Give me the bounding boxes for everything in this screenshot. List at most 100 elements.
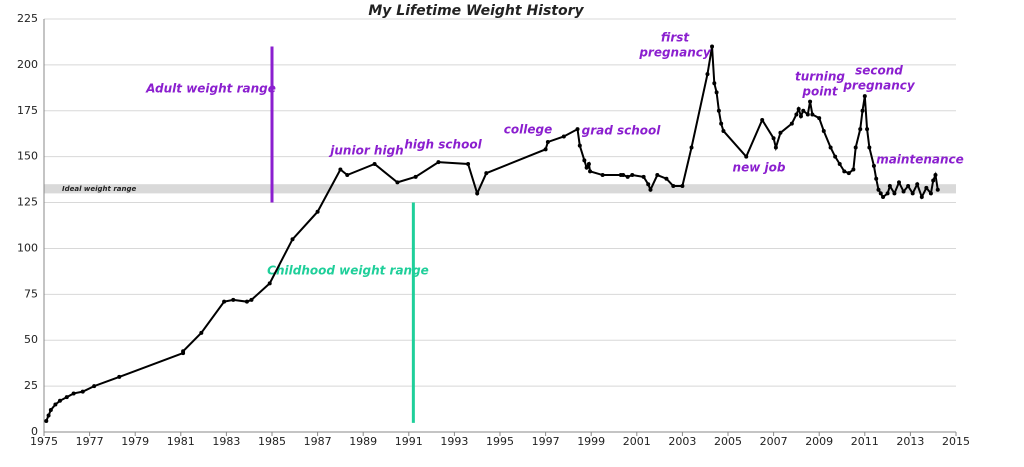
point bbox=[545, 139, 550, 144]
point bbox=[906, 184, 911, 189]
range-label: Childhood weight range bbox=[267, 264, 429, 278]
x-tick-label: 2009 bbox=[805, 435, 833, 448]
point bbox=[413, 174, 418, 179]
point bbox=[625, 174, 630, 179]
point bbox=[712, 81, 717, 86]
point bbox=[53, 402, 58, 407]
point bbox=[621, 173, 626, 178]
point bbox=[885, 191, 890, 196]
point bbox=[586, 162, 591, 167]
point bbox=[600, 173, 605, 178]
point bbox=[760, 117, 765, 122]
point bbox=[466, 162, 471, 167]
annotation: point bbox=[801, 85, 838, 99]
point bbox=[244, 299, 249, 304]
point bbox=[842, 169, 847, 174]
x-tick-label: 1989 bbox=[349, 435, 377, 448]
point bbox=[721, 128, 726, 133]
point bbox=[915, 182, 920, 187]
point bbox=[689, 145, 694, 150]
point bbox=[267, 281, 272, 286]
point bbox=[714, 90, 719, 95]
point bbox=[801, 108, 806, 113]
y-tick-label: 225 bbox=[17, 12, 38, 25]
point bbox=[71, 391, 76, 396]
x-tick-label: 1979 bbox=[121, 435, 149, 448]
point bbox=[881, 195, 886, 200]
y-tick-label: 200 bbox=[17, 58, 38, 71]
chart-title: My Lifetime Weight History bbox=[368, 3, 584, 19]
annotation: grad school bbox=[582, 124, 662, 138]
x-tick-label: 2011 bbox=[851, 435, 879, 448]
point bbox=[710, 44, 715, 49]
point bbox=[475, 191, 480, 196]
annotation: college bbox=[504, 123, 552, 137]
point bbox=[577, 143, 582, 148]
annotation: maintenance bbox=[876, 153, 964, 167]
point bbox=[584, 165, 589, 170]
point bbox=[671, 184, 676, 189]
point bbox=[543, 147, 548, 152]
x-tick-label: 1987 bbox=[304, 435, 332, 448]
x-tick-label: 2015 bbox=[942, 435, 970, 448]
point bbox=[716, 108, 721, 113]
point bbox=[789, 121, 794, 126]
point bbox=[867, 145, 872, 150]
point bbox=[919, 195, 924, 200]
point bbox=[117, 374, 122, 379]
point bbox=[64, 395, 69, 400]
x-tick-label: 1997 bbox=[532, 435, 560, 448]
point bbox=[641, 174, 646, 179]
point bbox=[315, 209, 320, 214]
point bbox=[860, 108, 865, 113]
point bbox=[862, 94, 867, 99]
y-tick-label: 50 bbox=[24, 333, 38, 346]
point bbox=[680, 184, 685, 189]
point bbox=[92, 384, 97, 389]
point bbox=[833, 154, 838, 159]
point bbox=[817, 116, 822, 121]
point bbox=[897, 180, 901, 185]
point bbox=[935, 187, 940, 192]
annotation: second bbox=[855, 64, 903, 78]
point bbox=[646, 182, 651, 187]
point bbox=[655, 173, 660, 178]
x-tick-label: 2007 bbox=[760, 435, 788, 448]
y-tick-label: 75 bbox=[24, 287, 38, 300]
y-tick-label: 25 bbox=[24, 379, 38, 392]
point bbox=[436, 160, 441, 165]
point bbox=[345, 173, 350, 178]
point bbox=[48, 407, 53, 412]
point bbox=[630, 173, 635, 178]
point bbox=[796, 106, 801, 111]
point bbox=[910, 191, 915, 196]
band-label: Ideal weight range bbox=[62, 185, 136, 193]
annotation: new job bbox=[733, 161, 786, 175]
x-tick-label: 2001 bbox=[623, 435, 651, 448]
point bbox=[44, 418, 49, 423]
x-tick-label: 2013 bbox=[896, 435, 924, 448]
point bbox=[933, 173, 938, 178]
annotation: turning bbox=[795, 70, 845, 84]
point bbox=[808, 99, 813, 104]
point bbox=[778, 130, 783, 135]
point bbox=[828, 145, 833, 150]
point bbox=[805, 112, 810, 117]
annotation: pregnancy bbox=[638, 46, 712, 60]
point bbox=[771, 136, 776, 141]
point bbox=[846, 171, 851, 176]
point bbox=[181, 349, 186, 354]
x-tick-label: 1975 bbox=[30, 435, 58, 448]
point bbox=[648, 187, 653, 192]
point bbox=[865, 127, 870, 132]
point bbox=[858, 127, 863, 132]
point bbox=[876, 187, 881, 192]
y-tick-label: 100 bbox=[17, 241, 38, 254]
y-tick-label: 0 bbox=[31, 425, 38, 438]
point bbox=[794, 112, 799, 117]
point bbox=[853, 145, 858, 150]
point bbox=[249, 297, 254, 302]
point bbox=[575, 127, 580, 132]
y-tick-label: 125 bbox=[17, 196, 38, 209]
point bbox=[705, 72, 710, 77]
